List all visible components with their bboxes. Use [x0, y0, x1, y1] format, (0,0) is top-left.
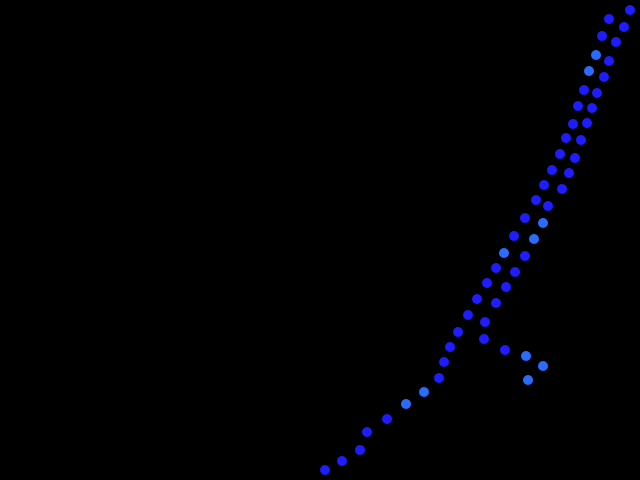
dot — [382, 414, 392, 424]
dot — [523, 375, 533, 385]
dot — [570, 153, 580, 163]
dot — [520, 251, 530, 261]
dot — [543, 201, 553, 211]
dot — [445, 342, 455, 352]
dot — [619, 22, 629, 32]
dot — [480, 317, 490, 327]
dot — [592, 88, 602, 98]
dot — [597, 31, 607, 41]
dot — [561, 133, 571, 143]
dot — [479, 334, 489, 344]
dot — [362, 427, 372, 437]
dot — [625, 5, 635, 15]
dot — [510, 267, 520, 277]
dot — [547, 165, 557, 175]
dot — [463, 310, 473, 320]
dot — [582, 118, 592, 128]
dot — [355, 445, 365, 455]
dot — [482, 278, 492, 288]
dot — [529, 234, 539, 244]
dot — [604, 14, 614, 24]
dots-layer — [320, 5, 635, 475]
dot — [564, 168, 574, 178]
dot — [521, 351, 531, 361]
dot — [509, 231, 519, 241]
dot — [491, 298, 501, 308]
dot — [557, 184, 567, 194]
dot — [538, 218, 548, 228]
dot — [491, 263, 501, 273]
dot — [520, 213, 530, 223]
dot — [538, 361, 548, 371]
dot — [539, 180, 549, 190]
dot — [472, 294, 482, 304]
dot — [576, 135, 586, 145]
dot — [500, 345, 510, 355]
dot — [501, 282, 511, 292]
dot — [599, 72, 609, 82]
dot — [419, 387, 429, 397]
dot — [434, 373, 444, 383]
dot — [337, 456, 347, 466]
dot — [604, 56, 614, 66]
dot — [591, 50, 601, 60]
dot — [531, 195, 541, 205]
dot — [499, 248, 509, 258]
dot — [584, 66, 594, 76]
dot — [555, 149, 565, 159]
dot — [587, 103, 597, 113]
dot — [611, 37, 621, 47]
dot — [568, 119, 578, 129]
dot — [453, 327, 463, 337]
dot — [573, 101, 583, 111]
dot — [579, 85, 589, 95]
dot — [439, 357, 449, 367]
dot — [320, 465, 330, 475]
dot — [401, 399, 411, 409]
